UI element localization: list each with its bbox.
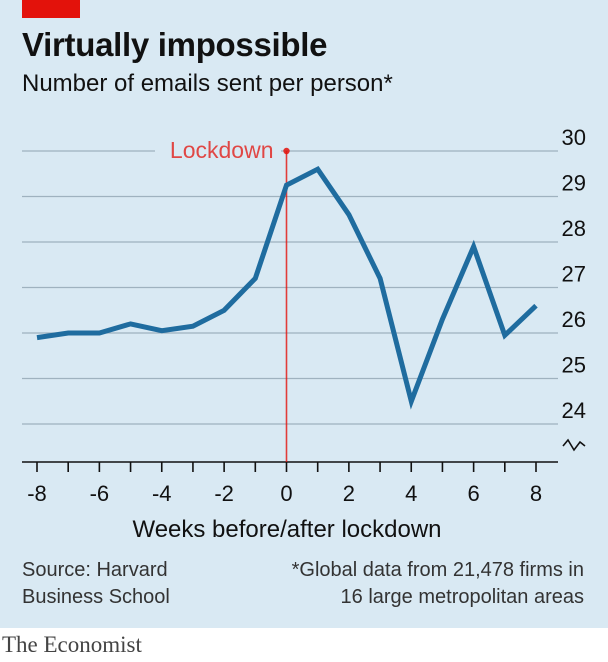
series-line: [36, 165, 538, 410]
lockdown-marker: [283, 147, 290, 155]
footnote-line-2: 16 large metropolitan areas: [340, 586, 584, 608]
x-tick-label: -8: [27, 481, 47, 506]
source-note: Source: Harvard Business School: [22, 557, 272, 611]
x-axis-title: Weeks before/after lockdown: [132, 516, 441, 543]
x-tick-label: -4: [152, 481, 172, 506]
lockdown-label: Lockdown: [170, 137, 274, 163]
y-tick-label: 30: [562, 125, 586, 150]
x-tick-label: -6: [90, 481, 110, 506]
x-tick-label: 0: [280, 481, 292, 506]
source-line-2: Business School: [22, 586, 170, 608]
annotation-label-background: [155, 135, 281, 165]
footnote: *Global data from 21,478 firms in 16 lar…: [264, 557, 584, 611]
y-tick-label: 29: [562, 171, 586, 196]
y-tick-label: 28: [562, 216, 586, 241]
x-tick-label: 4: [405, 481, 417, 506]
brand-name: The Economist: [2, 632, 142, 657]
x-tick-label: -2: [214, 481, 234, 506]
x-tick-label: 2: [343, 481, 355, 506]
source-line-1: Source: Harvard: [22, 559, 168, 581]
footnote-line-1: *Global data from 21,478 firms in: [291, 559, 584, 581]
x-tick-label: 6: [468, 481, 480, 506]
y-tick-label: 27: [562, 262, 586, 287]
x-tick-label: 8: [530, 481, 542, 506]
axis-break-icon: [562, 438, 586, 452]
y-tick-label: 26: [562, 307, 586, 332]
brand-red-tab: [22, 0, 80, 18]
y-tick-label: 24: [562, 398, 586, 423]
y-tick-label: 25: [562, 353, 586, 378]
chart-panel: [0, 0, 608, 628]
chart-subtitle: Number of emails sent per person*: [22, 70, 393, 97]
chart-title: Virtually impossible: [22, 26, 328, 63]
